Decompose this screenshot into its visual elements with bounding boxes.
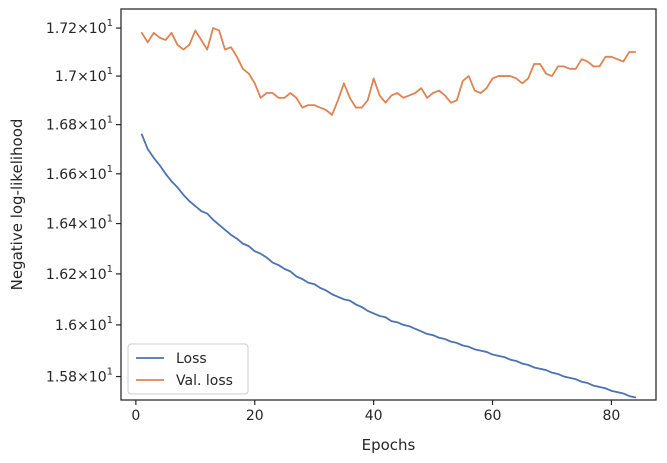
y-tick-exponent: 1 xyxy=(107,264,113,275)
x-tick-label: 40 xyxy=(365,408,383,424)
y-tick-label: 1.68×101 xyxy=(46,115,113,134)
legend-label-loss: Loss xyxy=(176,351,207,367)
y-tick-label: 1.72×101 xyxy=(46,18,113,37)
y-tick-exponent: 1 xyxy=(107,18,113,29)
series-line-val-loss xyxy=(140,27,637,116)
legend: Loss Val. loss xyxy=(127,343,249,395)
y-tick-label: 1.6×101 xyxy=(55,315,113,334)
y-tick-exponent: 1 xyxy=(107,164,113,175)
y-tick-exponent: 1 xyxy=(107,367,113,378)
y-tick-label: 1.7×101 xyxy=(55,66,113,85)
series-layer xyxy=(140,27,637,399)
plot-area xyxy=(120,8,657,401)
y-tick-mantissa: 1.72×10 xyxy=(46,21,107,37)
y-tick-label: 1.58×101 xyxy=(46,367,113,386)
legend-frame xyxy=(127,343,249,395)
series-line-loss xyxy=(140,133,637,399)
y-tick-exponent: 1 xyxy=(107,315,113,326)
y-tick-mantissa: 1.6×10 xyxy=(55,318,107,334)
y-tick-mantissa: 1.7×10 xyxy=(55,69,107,85)
x-axis-ticks: 0 20 40 60 80 xyxy=(131,400,620,424)
y-tick-mantissa: 1.68×10 xyxy=(46,118,107,134)
y-tick-label: 1.64×101 xyxy=(46,214,113,233)
x-tick-label: 0 xyxy=(131,408,140,424)
y-tick-label: 1.62×101 xyxy=(46,264,113,283)
y-axis-label: Negative log-likelihood xyxy=(8,119,26,291)
y-tick-mantissa: 1.62×10 xyxy=(46,267,107,283)
y-tick-mantissa: 1.64×10 xyxy=(46,217,107,233)
y-axis-ticks: 1.58×1011.6×1011.62×1011.64×1011.66×1011… xyxy=(46,18,121,386)
y-tick-exponent: 1 xyxy=(107,115,113,126)
y-tick-label: 1.66×101 xyxy=(46,164,113,183)
x-axis-label: Epochs xyxy=(362,436,416,454)
x-tick-label: 80 xyxy=(603,408,621,424)
legend-label-val-loss: Val. loss xyxy=(176,373,233,389)
x-tick-label: 20 xyxy=(246,408,264,424)
x-tick-label: 60 xyxy=(484,408,502,424)
y-tick-mantissa: 1.66×10 xyxy=(46,167,107,183)
y-tick-mantissa: 1.58×10 xyxy=(46,370,107,386)
y-tick-exponent: 1 xyxy=(107,214,113,225)
y-tick-exponent: 1 xyxy=(107,66,113,77)
